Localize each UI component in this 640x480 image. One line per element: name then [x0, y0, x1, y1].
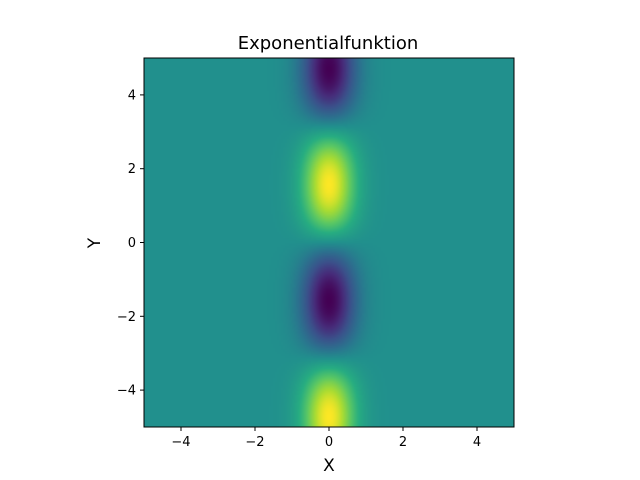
y-tick-label: −4 — [117, 384, 136, 399]
y-tick-label: 4 — [128, 88, 136, 103]
y-axis-ticks: −4 −2 0 2 4 — [117, 88, 144, 399]
y-tick-label: 2 — [128, 162, 136, 177]
y-tick-label: 0 — [128, 236, 136, 251]
x-axis-ticks: −4 −2 0 2 4 — [171, 427, 481, 450]
chart-title: Exponentialfunktion — [238, 33, 419, 54]
x-tick-label: 2 — [399, 435, 407, 450]
plot-area — [143, 57, 515, 428]
y-axis-label: Y — [85, 237, 105, 249]
x-axis-label: X — [323, 456, 335, 476]
x-tick-label: 4 — [473, 435, 481, 450]
x-tick-label: −2 — [245, 435, 264, 450]
x-tick-label: 0 — [325, 435, 333, 450]
y-tick-label: −2 — [117, 310, 136, 325]
heatmap-image — [144, 58, 514, 427]
x-tick-label: −4 — [171, 435, 190, 450]
